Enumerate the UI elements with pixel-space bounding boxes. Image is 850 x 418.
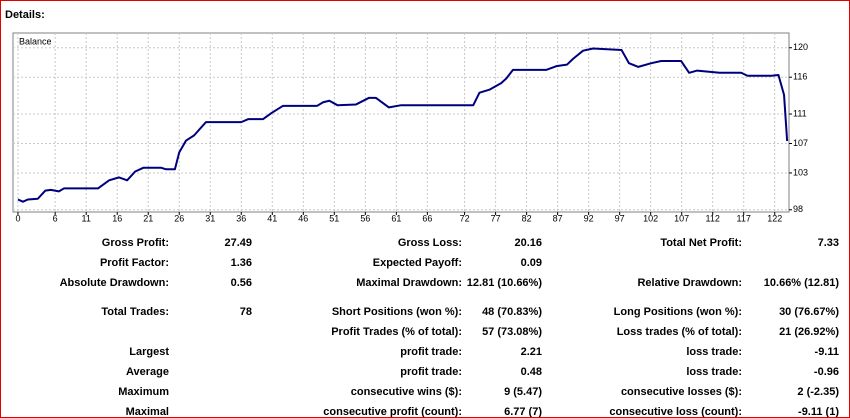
y-tick-label: 103 xyxy=(793,167,808,177)
stat-label: Largest xyxy=(129,346,169,358)
x-tick-label: 0 xyxy=(15,213,20,223)
x-tick-label: 36 xyxy=(236,213,246,223)
stat-value: 20.16 xyxy=(514,237,542,249)
x-tick-label: 31 xyxy=(205,213,215,223)
stat-label: Expected Payoff: xyxy=(372,257,462,269)
stat-label: Gross Loss: xyxy=(397,237,462,249)
x-tick-label: 51 xyxy=(329,213,339,223)
x-tick-label: 117 xyxy=(737,213,751,223)
stat-value: 57 (73.08%) xyxy=(482,326,542,338)
stat-value: 30 (76.67%) xyxy=(779,306,839,318)
stat-value: 7.33 xyxy=(817,237,839,249)
x-tick-label: 87 xyxy=(553,213,563,223)
y-tick-label: 120 xyxy=(793,42,808,52)
stat-value: 0.09 xyxy=(520,257,542,269)
x-tick-label: 107 xyxy=(674,213,689,223)
x-tick-label: 6 xyxy=(53,213,58,223)
x-tick-label: 97 xyxy=(615,213,625,223)
x-tick-label: 26 xyxy=(174,213,184,223)
stat-label: Maximal xyxy=(125,406,169,418)
stat-value: 6.77 (7) xyxy=(504,406,542,418)
stat-value: 27.49 xyxy=(224,237,252,249)
x-tick-label: 46 xyxy=(298,213,308,223)
x-tick-label: 66 xyxy=(422,213,432,223)
balance-line xyxy=(17,47,789,203)
stat-value: -9.11 xyxy=(814,346,839,358)
stat-value: 48 (70.83%) xyxy=(482,306,542,318)
stat-value: 9 (5.47) xyxy=(504,386,542,398)
stat-value: 1.36 xyxy=(230,257,252,269)
x-tick-label: 112 xyxy=(706,213,720,223)
stat-value: 12.81 (10.66%) xyxy=(466,277,542,289)
stat-label: Loss trades (% of total): xyxy=(616,326,742,338)
stat-label: Total Net Profit: xyxy=(660,237,742,249)
y-tick-label: 107 xyxy=(793,138,808,148)
y-tick-label: 111 xyxy=(793,108,807,118)
stat-label: Total Trades: xyxy=(101,306,169,318)
stat-value: 0.56 xyxy=(230,277,252,289)
stat-label: Relative Drawdown: xyxy=(637,277,742,289)
chart-label: Balance xyxy=(19,36,52,46)
stat-value: 0.48 xyxy=(520,366,542,378)
stat-label: Gross Profit: xyxy=(101,237,169,249)
stat-label: Average xyxy=(125,366,169,378)
stat-label: consecutive losses ($): xyxy=(620,386,742,398)
stat-value: 2 (-2.35) xyxy=(797,386,839,398)
stat-label: consecutive profit (count): xyxy=(323,406,462,418)
x-tick-label: 16 xyxy=(112,213,122,223)
stat-value: 21 (26.92%) xyxy=(779,326,839,338)
stat-value: 2.21 xyxy=(520,346,542,358)
x-tick-label: 11 xyxy=(82,213,91,223)
stat-value: -9.11 (1) xyxy=(798,406,839,418)
stat-label: profit trade: xyxy=(400,346,462,358)
stat-label: loss trade: xyxy=(686,366,742,378)
stat-value: 10.66% (12.81) xyxy=(763,277,839,289)
stat-label: Maximal Drawdown: xyxy=(356,277,462,289)
stat-label: profit trade: xyxy=(400,366,462,378)
section-title: Details: xyxy=(5,9,45,21)
y-tick-label: 116 xyxy=(793,72,807,82)
stat-label: Profit Factor: xyxy=(99,257,169,269)
x-tick-label: 92 xyxy=(584,213,594,223)
stat-label: loss trade: xyxy=(686,346,742,358)
stat-label: consecutive loss (count): xyxy=(609,406,742,418)
x-tick-label: 82 xyxy=(522,213,532,223)
stat-label: Long Positions (won %): xyxy=(613,306,742,318)
stat-label: Profit Trades (% of total): xyxy=(331,326,462,338)
x-tick-label: 61 xyxy=(391,213,401,223)
balance-chart: Balance 0 6 11 16 21 26 31 36 41 46 51 56 61 66 72 77 82… xyxy=(12,32,808,223)
x-tick-label: 102 xyxy=(643,213,658,223)
stat-value: -0.96 xyxy=(813,366,839,378)
stat-label: Maximum xyxy=(118,386,169,398)
stat-value: 78 xyxy=(239,306,252,318)
plot-frame xyxy=(12,32,790,213)
x-tick-label: 56 xyxy=(360,213,370,223)
x-tick-label: 21 xyxy=(143,213,153,223)
x-tick-label: 122 xyxy=(767,213,782,223)
x-tick-label: 77 xyxy=(491,213,501,223)
x-tick-label: 41 xyxy=(267,213,277,223)
stat-label: Short Positions (won %): xyxy=(331,306,462,318)
stat-label: Absolute Drawdown: xyxy=(59,277,169,289)
stat-label: consecutive wins ($): xyxy=(350,386,462,398)
x-tick-label: 72 xyxy=(460,213,470,223)
y-tick-label: 98 xyxy=(793,204,803,214)
